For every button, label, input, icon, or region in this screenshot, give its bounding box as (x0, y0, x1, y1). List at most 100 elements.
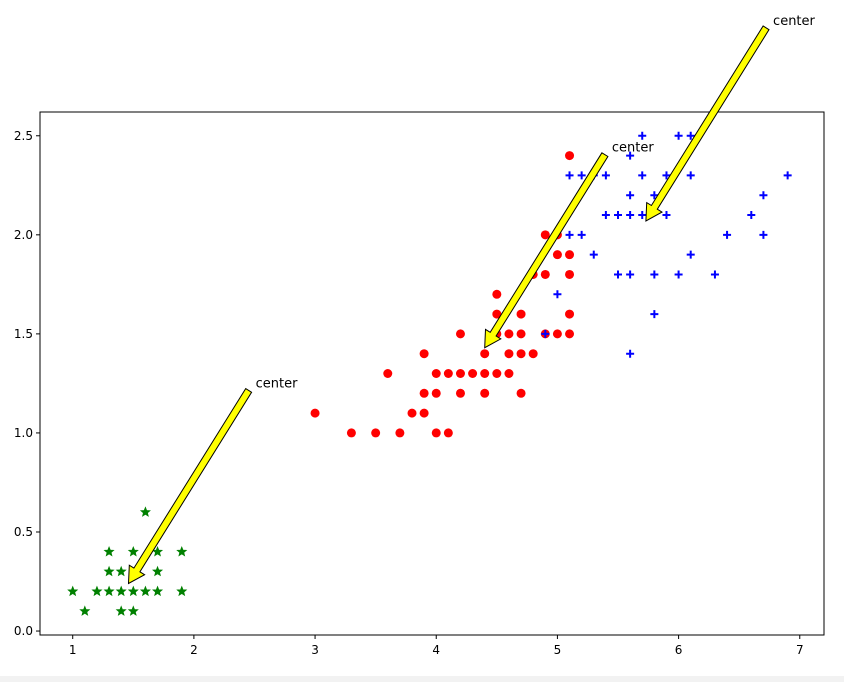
plus-marker (674, 270, 683, 279)
plus-marker (662, 171, 671, 180)
x-tick-label: 3 (311, 643, 319, 657)
circle-marker (419, 388, 429, 398)
y-tick-label: 0.5 (14, 525, 33, 539)
axes-frame (39, 111, 825, 636)
annotation-label: center (256, 376, 298, 391)
circle-marker (552, 250, 562, 260)
plus-marker (553, 290, 562, 299)
y-tick-label: 1.5 (14, 327, 33, 341)
plus-marker (577, 230, 586, 239)
bottom-strip (0, 676, 844, 682)
star-marker (127, 605, 139, 616)
star-marker (152, 585, 164, 597)
y-tick-label: 2.0 (14, 228, 33, 242)
circle-marker (565, 151, 575, 161)
circle-marker (419, 408, 429, 418)
plus-marker (650, 191, 659, 200)
plus-marker (614, 211, 623, 220)
circle-marker (419, 349, 429, 359)
annotations: center center center (127, 14, 816, 585)
circle-marker (565, 250, 575, 260)
circle-marker (371, 428, 381, 438)
star-marker (103, 585, 115, 597)
circle-marker (346, 428, 356, 438)
circle-marker (504, 349, 514, 359)
circle-marker (443, 428, 453, 438)
plus-marker (759, 230, 768, 239)
plus-marker (626, 191, 635, 200)
plus-marker (723, 230, 732, 239)
star-marker (127, 545, 139, 557)
plus-marker (626, 349, 635, 358)
circle-marker (431, 388, 441, 398)
circle-marker (310, 408, 320, 418)
plus-marker (662, 211, 671, 220)
star-marker (139, 506, 151, 517)
circle-marker (552, 329, 562, 339)
plus-marker (783, 171, 792, 180)
circle-marker (431, 428, 441, 438)
circle-marker (492, 289, 502, 299)
circle-marker (468, 369, 478, 378)
circle-marker (407, 408, 417, 418)
plus-marker (626, 270, 635, 279)
circle-marker (540, 230, 550, 240)
circle-marker (455, 329, 465, 339)
x-tick-label: 6 (675, 643, 683, 657)
plus-marker (650, 270, 659, 279)
plus-marker (747, 211, 756, 220)
annotation-label: center (612, 141, 654, 156)
annotation-arrow (645, 25, 770, 222)
circle-marker (565, 329, 575, 339)
circle-marker (395, 428, 405, 438)
plus-marker (589, 250, 598, 259)
circle-marker (455, 388, 465, 398)
annotation-arrow (484, 152, 609, 349)
circle-marker (492, 369, 502, 378)
plus-marker (674, 131, 683, 140)
plus-marker (638, 211, 647, 220)
circle-marker (480, 369, 490, 378)
plus-marker (650, 310, 659, 319)
annotation-label: center (773, 14, 815, 29)
star-marker (79, 605, 91, 616)
star-marker (67, 585, 79, 597)
circle-marker (516, 309, 526, 319)
circle-marker (431, 369, 441, 378)
star-marker (127, 585, 139, 597)
plus-marker (565, 230, 574, 239)
plus-marker (601, 211, 610, 220)
plus-marker (638, 171, 647, 180)
star-marker (115, 585, 127, 597)
circle-marker (516, 329, 526, 339)
plus-marker (626, 211, 635, 220)
plus-marker (541, 329, 550, 338)
star-marker (103, 545, 115, 557)
circle-marker (565, 309, 575, 319)
circle-marker (516, 349, 526, 359)
axis-ticks: 1 2 3 4 5 6 7 0.0 0.5 1.0 1.5 2.0 2.5 (14, 129, 804, 657)
circle-marker (540, 269, 550, 279)
y-tick-label: 2.5 (14, 129, 33, 143)
y-tick-label: 0.0 (14, 624, 33, 638)
x-tick-label: 7 (796, 643, 804, 657)
circle-marker (504, 329, 514, 339)
circle-marker (528, 349, 538, 359)
circle-marker (516, 388, 526, 398)
plus-marker (577, 171, 586, 180)
plus-marker (626, 151, 635, 160)
circle-marker (383, 369, 393, 378)
annotation-arrow (127, 387, 253, 585)
plus-marker (686, 171, 695, 180)
circle-marker (565, 269, 575, 279)
plus-marker (686, 250, 695, 259)
star-marker (115, 565, 127, 577)
star-marker (139, 585, 151, 597)
circle-marker (455, 369, 465, 378)
plus-marker (565, 171, 574, 180)
circle-marker (492, 309, 502, 319)
circle-marker (480, 349, 490, 359)
star-marker (176, 585, 188, 597)
x-tick-label: 4 (432, 643, 440, 657)
